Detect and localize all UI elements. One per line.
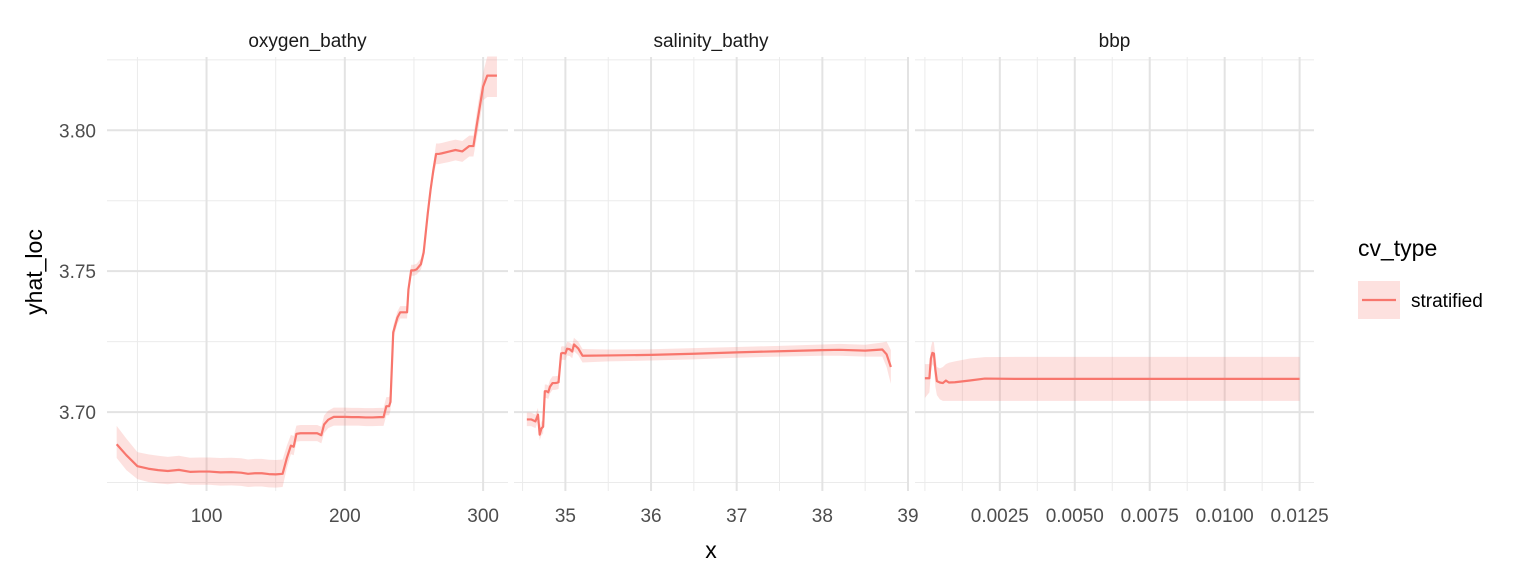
y-axis-title: yhat_loc [21, 229, 47, 315]
panel-oxygen_bathy: oxygen_bathy 100 200 300 3.70 3.75 3.80 [59, 31, 508, 527]
x-tick-label: 0.0125 [1271, 506, 1329, 527]
confidence-band-salinity_bathy [526, 337, 891, 441]
x-tick-label: 200 [329, 506, 361, 527]
x-tick-label: 0.0025 [971, 506, 1029, 527]
legend-title: cv_type [1358, 235, 1437, 261]
x-tick-label: 38 [812, 506, 833, 527]
y-tick-label: 3.80 [59, 121, 96, 142]
x-tick-label: 100 [191, 506, 223, 527]
x-tick-label: 0.0050 [1046, 506, 1104, 527]
x-tick-label: 36 [640, 506, 661, 527]
panel-title-oxygen_bathy: oxygen_bathy [248, 31, 367, 52]
panels-layer: oxygen_bathy 100 200 300 3.70 3.75 3.80 salinit… [59, 31, 1329, 527]
legend: cv_type stratified [1358, 235, 1483, 319]
x-tick-label: 0.0100 [1196, 506, 1254, 527]
x-axis-title: x [705, 537, 717, 563]
x-tick-label: 39 [897, 506, 918, 527]
x-tick-label: 35 [555, 506, 576, 527]
x-tick-label: 300 [467, 506, 499, 527]
x-tick-label: 0.0075 [1121, 506, 1179, 527]
legend-label-stratified: stratified [1411, 291, 1483, 312]
series-line-oxygen_bathy [115, 74, 497, 476]
y-tick-label: 3.75 [59, 262, 96, 283]
series-line-bbp [924, 351, 1300, 385]
y-tick-label: 3.70 [59, 403, 96, 424]
x-tick-label: 37 [726, 506, 747, 527]
confidence-band-bbp [924, 341, 1300, 401]
panel-title-bbp: bbp [1099, 31, 1131, 52]
series-line-salinity_bathy [526, 343, 892, 436]
panel-bbp: bbp 0.0025 0.0050 0.0075 0.0100 0.0125 [915, 31, 1329, 527]
panel-salinity_bathy: salinity_bathy 35 36 37 38 39 [514, 31, 919, 527]
panel-title-salinity_bathy: salinity_bathy [653, 31, 769, 52]
